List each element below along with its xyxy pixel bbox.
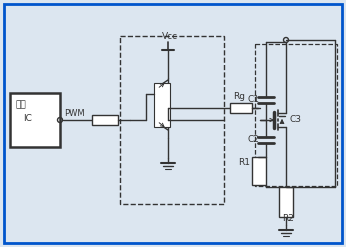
Bar xyxy=(10,93,60,147)
Bar xyxy=(252,157,266,185)
Text: 电源: 电源 xyxy=(15,100,26,109)
Text: C1: C1 xyxy=(248,95,260,104)
Bar xyxy=(255,44,337,186)
Bar xyxy=(279,187,293,217)
Bar xyxy=(120,36,224,204)
Text: IC: IC xyxy=(23,114,32,123)
Bar xyxy=(230,103,252,113)
Text: R2: R2 xyxy=(282,214,294,223)
Text: Vcc: Vcc xyxy=(162,32,178,41)
Text: C2: C2 xyxy=(248,135,260,144)
Text: Rg: Rg xyxy=(233,92,245,101)
Text: PWM: PWM xyxy=(64,109,85,118)
Bar xyxy=(154,83,170,127)
Text: R1: R1 xyxy=(238,158,250,167)
Bar xyxy=(92,115,118,125)
Text: C3: C3 xyxy=(290,115,302,124)
